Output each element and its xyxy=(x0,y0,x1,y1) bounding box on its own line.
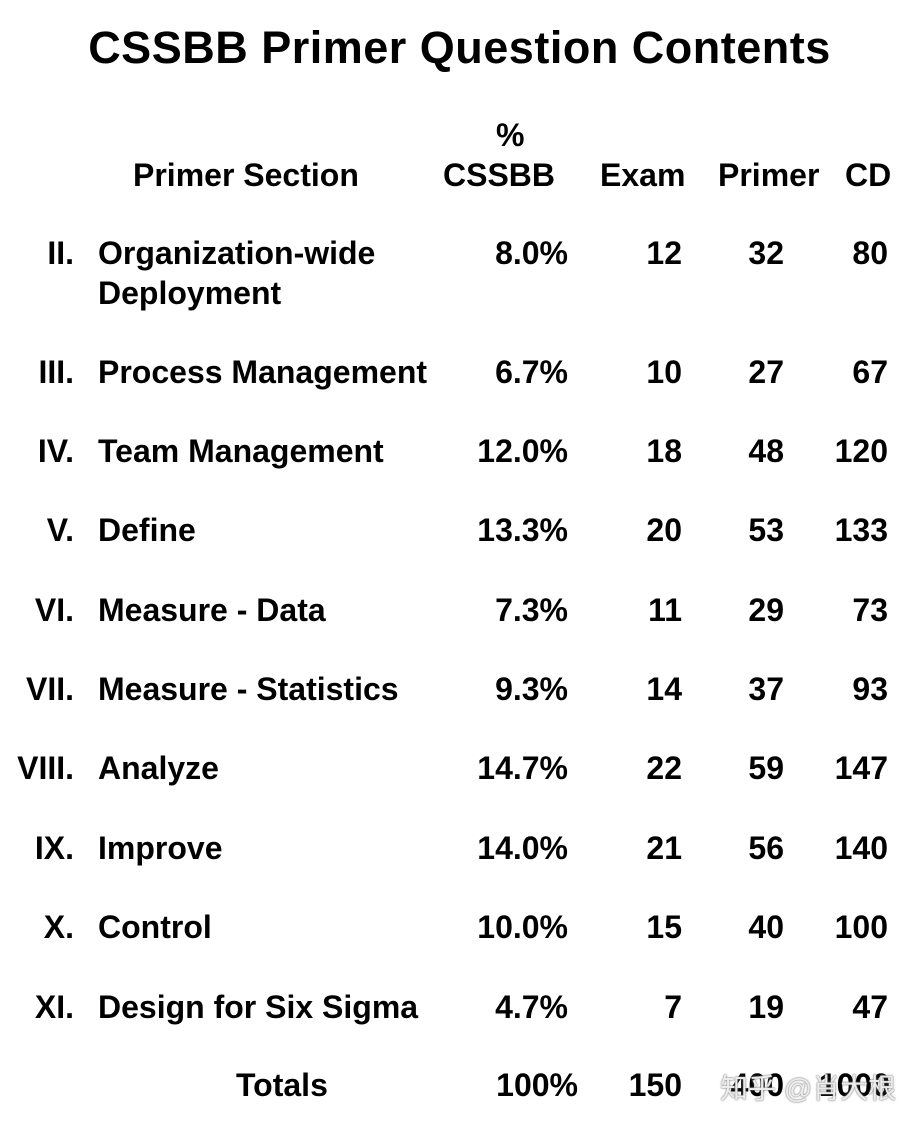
totals-exam: 150 xyxy=(628,1067,682,1103)
row-number: II. xyxy=(47,235,74,271)
row-exam: 12 xyxy=(646,235,682,271)
row-cssbb-percent: 7.3% xyxy=(495,592,568,628)
row-cd: 80 xyxy=(852,235,888,271)
row-cd: 147 xyxy=(834,750,888,786)
row-primer: 27 xyxy=(748,354,784,390)
header-primer: Primer xyxy=(718,157,820,193)
row-cd: 73 xyxy=(852,592,888,628)
page-title: CSSBB Primer Question Contents xyxy=(88,22,831,73)
row-cssbb-percent: 14.0% xyxy=(477,830,568,866)
row-number: X. xyxy=(43,909,74,945)
row-label: Team Management xyxy=(98,433,384,469)
watermark: 知乎 @肖大根 xyxy=(720,1073,897,1104)
row-primer: 59 xyxy=(748,750,784,786)
row-number: VII. xyxy=(25,671,74,707)
row-exam: 11 xyxy=(648,592,682,628)
row-primer: 37 xyxy=(748,671,784,707)
row-number: V. xyxy=(46,512,74,548)
row-number: VI. xyxy=(34,592,74,628)
header-cssbb-percent: CSSBB xyxy=(443,157,556,193)
row-primer: 19 xyxy=(748,989,784,1025)
row-cd: 120 xyxy=(834,433,888,469)
row-cd: 133 xyxy=(834,512,888,548)
row-cssbb-percent: 9.3% xyxy=(495,671,568,707)
row-number: III. xyxy=(38,354,74,390)
row-exam: 10 xyxy=(646,354,682,390)
row-cssbb-percent: 13.3% xyxy=(477,512,568,548)
row-label: Process Management xyxy=(98,354,428,390)
row-label: Improve xyxy=(98,830,223,866)
row-label: Analyze xyxy=(98,750,219,786)
header-percent-symbol: % xyxy=(496,117,525,153)
row-cd: 47 xyxy=(852,989,888,1025)
row-label: Measure - Statistics xyxy=(98,671,399,707)
totals-label: Totals xyxy=(236,1067,328,1103)
header-cd: CD xyxy=(845,157,892,193)
row-cd: 93 xyxy=(852,671,888,707)
row-number: IX. xyxy=(34,830,74,866)
row-cd: 67 xyxy=(852,354,888,390)
totals-primer: 400 xyxy=(730,1067,784,1103)
row-primer: 29 xyxy=(748,592,784,628)
row-cssbb-percent: 4.7% xyxy=(495,989,568,1025)
row-exam: 21 xyxy=(646,830,682,866)
row-cssbb-percent: 6.7% xyxy=(495,354,568,390)
row-cd: 100 xyxy=(834,909,888,945)
row-exam: 18 xyxy=(646,433,682,469)
row-number: IV. xyxy=(37,433,74,469)
row-label: Design for Six Sigma xyxy=(98,989,419,1025)
row-label: Define xyxy=(98,512,196,548)
row-number: VIII. xyxy=(17,750,74,786)
row-label: Organization-wide xyxy=(98,235,376,271)
totals-cd: 1000 xyxy=(818,1067,890,1103)
header-exam: Exam xyxy=(600,157,686,193)
row-label: Control xyxy=(98,909,212,945)
row-cssbb-percent: 12.0% xyxy=(477,433,568,469)
row-primer: 40 xyxy=(748,909,784,945)
row-exam: 20 xyxy=(646,512,682,548)
row-primer: 48 xyxy=(748,433,784,469)
row-label-continued: Deployment xyxy=(98,275,282,311)
row-primer: 32 xyxy=(748,235,784,271)
header-primer-section: Primer Section xyxy=(133,157,359,193)
row-cssbb-percent: 10.0% xyxy=(477,909,568,945)
row-cd: 140 xyxy=(834,830,888,866)
row-exam: 14 xyxy=(646,671,682,707)
row-exam: 15 xyxy=(646,909,682,945)
row-exam: 7 xyxy=(664,989,682,1025)
row-cssbb-percent: 8.0% xyxy=(495,235,568,271)
row-label: Measure - Data xyxy=(98,592,326,628)
row-cssbb-percent: 14.7% xyxy=(477,750,568,786)
row-primer: 53 xyxy=(748,512,784,548)
totals-cssbb-percent: 100% xyxy=(496,1067,578,1103)
row-primer: 56 xyxy=(748,830,784,866)
row-number: XI. xyxy=(34,989,74,1025)
row-exam: 22 xyxy=(646,750,682,786)
